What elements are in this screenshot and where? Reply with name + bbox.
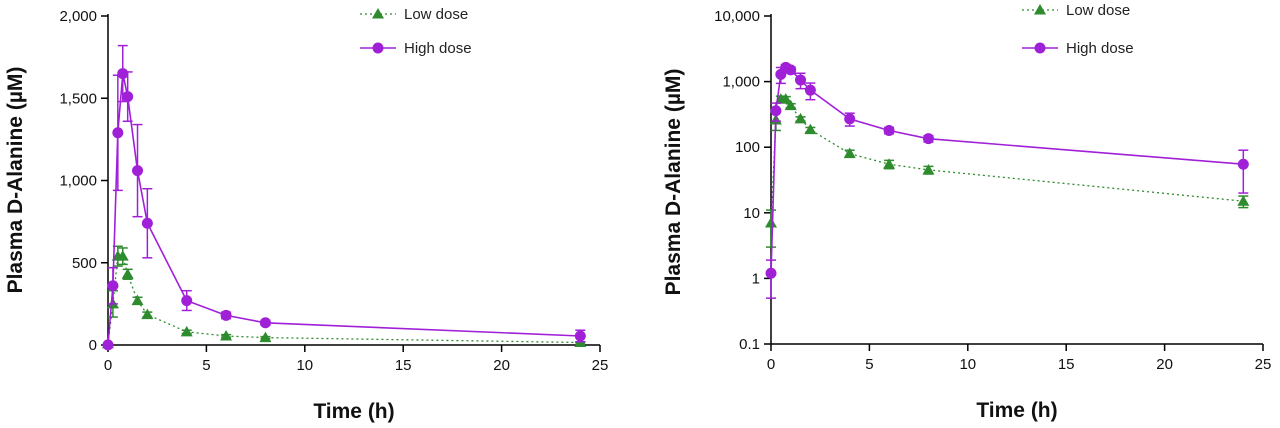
data-point <box>843 147 856 159</box>
x-tick-label: 20 <box>493 357 510 374</box>
data-point <box>132 165 144 177</box>
x-tick-label: 15 <box>395 357 412 374</box>
x-tick-label: 5 <box>202 357 210 374</box>
x-tick-label: 10 <box>296 357 313 374</box>
data-point <box>765 216 777 228</box>
y-axis-title: Plasma D-Alanine (µM) <box>4 67 27 294</box>
x-tick-label: 25 <box>1255 356 1272 373</box>
y-tick-label: 10 <box>743 205 760 222</box>
y-axis-title: Plasma D-Alanine (µM) <box>662 69 685 296</box>
data-point <box>107 280 119 292</box>
data-point <box>883 158 896 169</box>
data-point <box>141 217 153 229</box>
x-tick-label: 5 <box>865 356 873 373</box>
y-tick-label: 10,000 <box>714 8 760 25</box>
data-point <box>141 308 154 320</box>
data-point <box>785 64 797 76</box>
data-point <box>102 339 114 351</box>
data-point <box>574 330 586 342</box>
x-tick-label: 15 <box>1058 356 1075 373</box>
data-point <box>765 267 777 279</box>
x-tick-label: 10 <box>959 356 976 373</box>
legend-label: High dose <box>1066 40 1134 57</box>
data-point <box>922 133 934 145</box>
data-point <box>259 317 271 329</box>
data-point <box>121 268 134 279</box>
data-point <box>112 127 124 139</box>
data-point <box>1237 195 1250 206</box>
data-point <box>883 124 895 136</box>
data-point <box>922 163 935 175</box>
data-point <box>259 331 272 343</box>
data-point <box>844 113 856 125</box>
data-point <box>804 84 816 96</box>
data-point <box>779 93 792 104</box>
series-high-dose <box>765 61 1249 299</box>
legend-item-low-dose: Low dose <box>1022 2 1130 19</box>
x-tick-label: 0 <box>767 356 775 373</box>
data-point <box>122 91 134 103</box>
legend-item-high-dose: High dose <box>1022 40 1134 57</box>
chart-panel-2: 0.1 1 10 100 1,000 10,000 0 5 10 15 20 25 Time (h) Pl… <box>662 2 1271 422</box>
y-tick-label: 500 <box>72 255 97 272</box>
legend-marker <box>1034 4 1046 15</box>
data-point <box>117 68 129 80</box>
data-point <box>220 329 233 341</box>
data-point <box>116 250 129 261</box>
data-point <box>220 309 232 321</box>
x-axis-title: Time (h) <box>313 400 394 423</box>
legend-marker <box>372 8 384 19</box>
series-high-dose <box>102 44 586 351</box>
y-tick-label: 0 <box>89 337 97 354</box>
series-line <box>107 73 581 345</box>
data-point <box>794 112 807 124</box>
legend-item-low-dose: Low dose <box>360 6 468 23</box>
data-point <box>131 294 144 306</box>
series-low-dose <box>765 93 1250 248</box>
data-point <box>1237 158 1249 170</box>
legend-item-high-dose: High dose <box>360 40 472 57</box>
y-tick-label: 1 <box>752 270 760 287</box>
data-point <box>181 295 193 307</box>
data-point <box>795 74 807 86</box>
legend-label: Low dose <box>1066 2 1130 19</box>
legend-marker <box>1034 42 1046 54</box>
x-axis-title: Time (h) <box>976 399 1057 422</box>
y-tick-label: 0.1 <box>739 336 760 353</box>
data-point <box>180 325 193 337</box>
y-tick-label: 1,500 <box>59 90 97 107</box>
x-tick-label: 20 <box>1156 356 1173 373</box>
y-tick-label: 1,000 <box>722 74 760 91</box>
y-tick-label: 1,000 <box>59 173 97 190</box>
x-tick-label: 0 <box>104 357 112 374</box>
y-tick-label: 2,000 <box>59 8 97 25</box>
y-tick-label: 100 <box>735 139 760 156</box>
legend-label: High dose <box>404 40 472 57</box>
x-tick-label: 25 <box>592 357 609 374</box>
chart-panel-1: 0 500 1,000 1,500 2,000 0 5 10 15 20 25 Time (h) Pla… <box>4 6 608 423</box>
legend-marker <box>372 42 384 54</box>
legend-label: Low dose <box>404 6 468 23</box>
data-point <box>784 99 797 111</box>
data-point <box>770 105 782 117</box>
series-line <box>770 66 1244 274</box>
series-line <box>770 98 1244 224</box>
data-point <box>804 123 817 135</box>
series-line <box>107 255 581 344</box>
